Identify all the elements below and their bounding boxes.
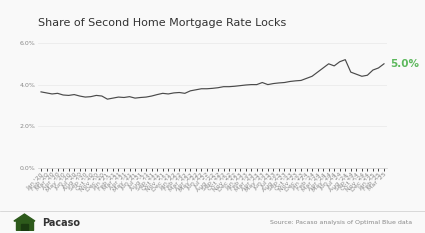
Polygon shape xyxy=(21,224,28,230)
Text: Share of Second Home Mortgage Rate Locks: Share of Second Home Mortgage Rate Locks xyxy=(38,18,286,28)
Polygon shape xyxy=(16,221,33,230)
Polygon shape xyxy=(14,214,35,221)
Text: Source: Pacaso analysis of Optimal Blue data: Source: Pacaso analysis of Optimal Blue … xyxy=(270,220,412,225)
Text: Pacaso: Pacaso xyxy=(42,218,80,227)
Text: 5.0%: 5.0% xyxy=(391,59,419,69)
